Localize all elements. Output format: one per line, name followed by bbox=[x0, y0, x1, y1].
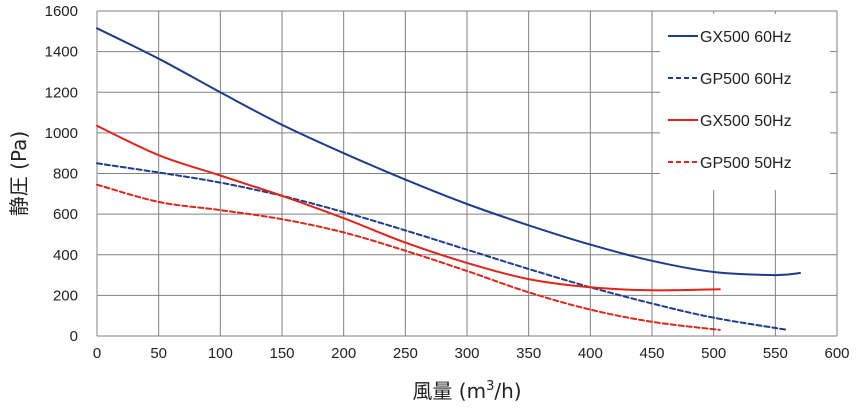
y-tick-label-1600: 1600 bbox=[45, 3, 78, 20]
x-tick-label-250: 250 bbox=[393, 345, 418, 362]
x-tick-label-100: 100 bbox=[208, 345, 233, 362]
y-tick-label-0: 0 bbox=[70, 328, 78, 345]
x-tick-label-500: 500 bbox=[701, 345, 726, 362]
series-line-gx500-50hz bbox=[96, 124, 721, 292]
x-axis-title-main: 風量 (m bbox=[412, 379, 486, 403]
x-tick-label-200: 200 bbox=[331, 345, 356, 362]
y-tick-label-1200: 1200 bbox=[45, 84, 78, 101]
x-axis-title: 風量 (m3/h) bbox=[412, 379, 521, 403]
y-tick-label-1400: 1400 bbox=[45, 44, 78, 61]
series-lines bbox=[96, 27, 801, 331]
x-tick-label-450: 450 bbox=[639, 345, 664, 362]
y-tick-label-1000: 1000 bbox=[45, 125, 78, 142]
legend: GX500 60Hz GP500 60Hz GX500 50Hz GP500 50Hz bbox=[668, 29, 792, 172]
x-tick-label-300: 300 bbox=[454, 345, 479, 362]
x-tick-label-400: 400 bbox=[578, 345, 603, 362]
legend-label-gx500-50hz: GX500 50Hz bbox=[700, 113, 792, 130]
legend-label-gp500-50hz: GP500 50Hz bbox=[700, 155, 792, 172]
y-tick-label-800: 800 bbox=[53, 166, 78, 183]
y-tick-labels: 0 200 400 600 800 1000 1200 1400 1600 bbox=[45, 3, 78, 345]
series-line-gp500-60hz bbox=[96, 162, 789, 331]
x-tick-label-350: 350 bbox=[516, 345, 541, 362]
x-tick-label-150: 150 bbox=[269, 345, 294, 362]
x-axis-title-superscript: 3 bbox=[486, 379, 494, 394]
x-tick-label-550: 550 bbox=[763, 345, 788, 362]
legend-label-gp500-60hz: GP500 60Hz bbox=[700, 71, 792, 88]
y-tick-label-200: 200 bbox=[53, 287, 78, 304]
y-tick-label-600: 600 bbox=[53, 206, 78, 223]
series-line-gp500-50hz bbox=[96, 183, 721, 331]
x-tick-labels: 0 50 100 150 200 250 300 350 400 450 500 550 600 bbox=[93, 345, 850, 362]
x-tick-label-600: 600 bbox=[824, 345, 849, 362]
y-axis-title: 静圧 (Pa) bbox=[7, 131, 31, 216]
series-line-gx500-60hz bbox=[96, 27, 801, 277]
x-tick-label-0: 0 bbox=[93, 345, 101, 362]
legend-label-gx500-60hz: GX500 60Hz bbox=[700, 29, 792, 46]
x-tick-label-50: 50 bbox=[150, 345, 167, 362]
y-tick-label-400: 400 bbox=[53, 247, 78, 264]
legend-background bbox=[660, 14, 830, 190]
x-axis-title-tail: /h) bbox=[494, 379, 521, 403]
